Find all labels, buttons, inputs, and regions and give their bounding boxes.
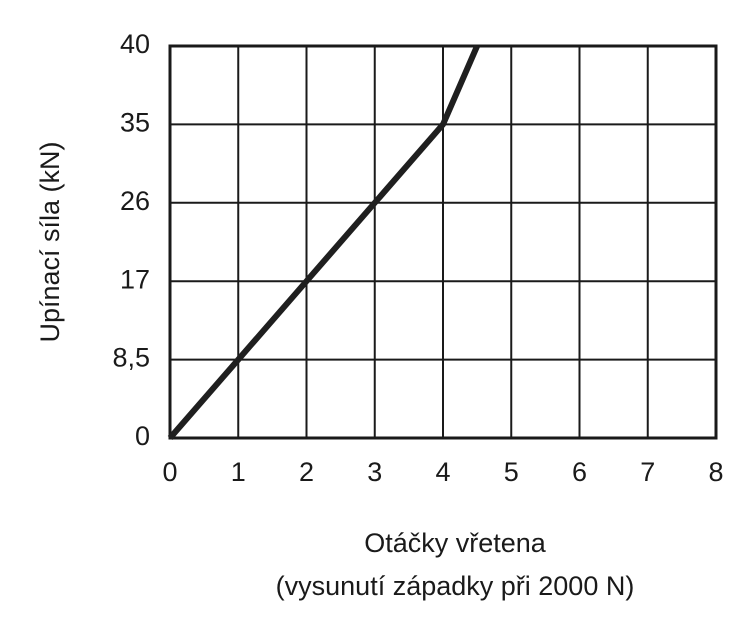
- x-tick-label: 6: [572, 457, 587, 487]
- x-tick-label: 7: [640, 457, 655, 487]
- data-line: [167, 44, 480, 440]
- x-tick-label: 1: [231, 457, 246, 487]
- y-tick-label: 8,5: [112, 343, 150, 373]
- x-axis-label: Otáčky vřetena: [364, 528, 547, 558]
- y-tick-label: 0: [135, 421, 150, 451]
- y-tick-label: 40: [120, 29, 150, 59]
- x-tick-label: 5: [504, 457, 519, 487]
- x-axis-label: (vysunutí západky při 2000 N): [276, 571, 635, 601]
- y-tick-label: 17: [120, 264, 150, 294]
- y-axis-label: Upínací síla (kN): [35, 141, 65, 342]
- x-tick-label: 4: [435, 457, 450, 487]
- y-tick-label: 26: [120, 186, 150, 216]
- plot-frame: [168, 44, 718, 440]
- y-tick-label: 35: [120, 108, 150, 138]
- x-tick-label: 3: [367, 457, 382, 487]
- x-tick-label: 8: [708, 457, 723, 487]
- x-tick-label: 2: [299, 457, 314, 487]
- x-tick-label: 0: [162, 457, 177, 487]
